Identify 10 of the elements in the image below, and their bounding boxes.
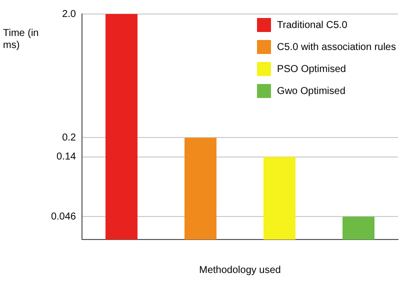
y-tick-label: 2.0 xyxy=(62,8,76,20)
y-tick-label: 0.14 xyxy=(56,152,76,163)
y-tick-label: 0.046 xyxy=(50,211,76,222)
y-axis-title: Time (in ms) xyxy=(3,28,40,52)
legend-label: PSO Optimised xyxy=(277,64,346,74)
y-tick-label: 0.2 xyxy=(62,132,76,144)
legend-label: Traditional C5.0 xyxy=(277,20,348,30)
x-axis-title: Methodology used xyxy=(199,264,281,276)
legend-label: C5.0 with association rules xyxy=(277,42,396,52)
legend-label: Gwo Optimised xyxy=(277,86,346,96)
